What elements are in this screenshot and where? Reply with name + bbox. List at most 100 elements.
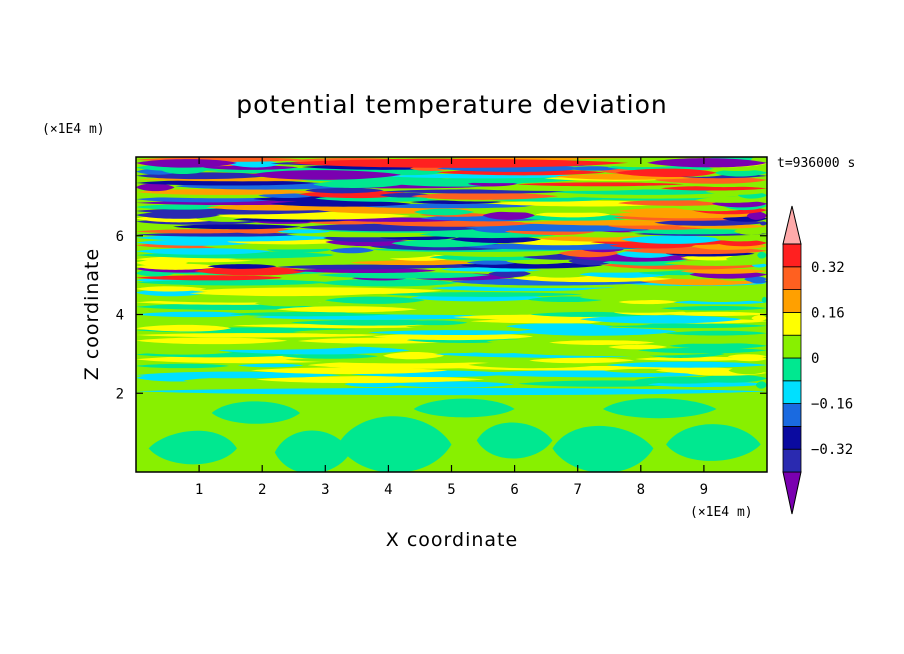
contour-band	[237, 363, 304, 368]
contour-band	[725, 254, 767, 263]
y-tick-label: 4	[116, 308, 124, 324]
contour-band	[486, 339, 548, 344]
contour-band	[136, 222, 178, 230]
contour-band	[529, 357, 635, 364]
contour-band	[183, 377, 285, 384]
contour-band	[488, 270, 531, 278]
contour-band	[136, 296, 316, 303]
colorbar-extend-high	[782, 205, 802, 245]
contour-band	[255, 376, 485, 384]
contour-band	[715, 239, 767, 247]
lower-layer-lobe	[413, 398, 515, 418]
contour-band	[680, 268, 767, 274]
colorbar-tick-label: 0.16	[811, 305, 845, 321]
colorbar-tick-label: 0	[811, 351, 819, 367]
contour-band	[575, 286, 767, 295]
colorbar-box	[782, 243, 802, 268]
contour-band	[136, 319, 277, 325]
contour-band	[621, 235, 724, 244]
contour-band	[531, 272, 593, 278]
contour-band	[715, 235, 767, 242]
contour-band	[727, 354, 767, 359]
lower-layer-lobe	[274, 430, 351, 472]
contour-band	[330, 252, 436, 259]
contour-band	[535, 211, 611, 218]
contour-band	[136, 349, 233, 355]
contour-band	[136, 172, 273, 180]
top-band	[615, 168, 717, 178]
contour-band	[403, 320, 468, 326]
contour-band	[270, 200, 412, 207]
contour-band	[733, 227, 767, 235]
contour-band	[669, 342, 767, 349]
colorbar-tick-label: −0.32	[811, 442, 853, 458]
top-band	[136, 159, 237, 168]
contour-band	[390, 381, 515, 388]
contour-band	[458, 185, 663, 191]
y-tick-label: 2	[116, 386, 124, 402]
top-band	[647, 158, 767, 168]
x-tick-label: 5	[447, 482, 455, 498]
y-axis-label: Z coordinate	[81, 248, 103, 380]
contour-band	[694, 374, 767, 383]
lower-layer-lobe	[552, 425, 654, 472]
contour-band	[714, 169, 767, 177]
y-axis-ticks: 2 4 6	[116, 229, 767, 402]
lower-layer-lobe	[602, 398, 717, 419]
contour-band	[618, 299, 678, 305]
contour-band	[305, 187, 384, 194]
colorbar-box	[782, 289, 802, 313]
x-tick-label: 7	[573, 482, 581, 498]
contour-band	[286, 231, 468, 238]
contour-band	[313, 180, 403, 188]
contour-band	[516, 182, 684, 187]
contour-band	[136, 232, 310, 237]
contour-band	[192, 287, 443, 295]
colorbar-extend-low	[782, 471, 802, 515]
y-unit-label: (×1E4 m)	[42, 122, 105, 137]
contour-band	[637, 347, 767, 354]
colorbar-box	[782, 403, 802, 427]
contour-band	[490, 343, 607, 351]
contour-band	[282, 353, 378, 359]
contour-band	[466, 260, 518, 265]
contour-band	[552, 189, 734, 195]
contour-band	[608, 344, 668, 350]
contour-band	[194, 266, 308, 276]
contour-band	[759, 221, 767, 226]
contour-band	[136, 188, 317, 195]
contour-band	[468, 361, 601, 369]
colorbar-box	[782, 334, 802, 359]
chart-title: potential temperature deviation	[236, 90, 667, 119]
contour-band	[413, 208, 475, 216]
contour-band	[628, 229, 767, 235]
lower-layer-lobe	[666, 424, 761, 461]
contour-band	[655, 367, 747, 374]
contour-band	[745, 286, 767, 294]
contour-band	[136, 180, 315, 186]
contour-band	[276, 306, 418, 313]
contour-band	[761, 296, 767, 303]
contour-band	[506, 323, 615, 331]
contour-band	[136, 275, 287, 281]
contour-band	[411, 192, 559, 200]
transition-band	[136, 387, 767, 396]
contour-band	[136, 204, 230, 210]
contour-band	[664, 330, 767, 336]
x-tick-label: 9	[700, 482, 708, 498]
contour-band	[136, 311, 251, 318]
contour-band	[136, 248, 271, 255]
colorbar-tick-label: 0.32	[811, 260, 845, 276]
colorbar-box	[782, 425, 802, 450]
colorbar-box	[782, 380, 802, 404]
contour-band	[751, 315, 767, 321]
contour-band	[202, 242, 370, 250]
x-axis-ticks: 1 2 3 4 5 6 7 8 9	[195, 157, 708, 498]
contour-band	[430, 176, 576, 184]
top-band	[249, 170, 402, 180]
colorbar: 0.32 0.16 0 −0.16 −0.32	[782, 205, 853, 515]
x-unit-label: (×1E4 m)	[690, 505, 753, 520]
contour-band	[549, 340, 655, 345]
contour-band	[464, 242, 669, 250]
contour-band	[136, 363, 229, 369]
